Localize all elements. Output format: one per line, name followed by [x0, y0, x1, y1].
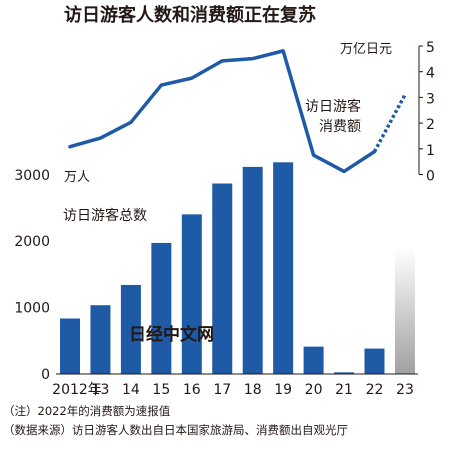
bar: [90, 305, 111, 374]
bar-estimate: [394, 247, 415, 374]
left-y-tick-label: 3000: [14, 168, 50, 184]
right-y-tick-label: 0: [426, 169, 435, 185]
chart-title: 访日游客人数和消费额正在复苏: [64, 4, 316, 26]
right-y-tick-label: 1: [426, 143, 435, 159]
note-line-2: （数据来源）访日游客人数出自日本国家旅游局、消费额出自观光厅: [3, 423, 348, 437]
x-tick-label: 16: [183, 382, 201, 398]
left-y-tick-label: 1000: [14, 301, 50, 317]
right-y-tick-label: 5: [426, 40, 435, 56]
left-y-tick-label: 0: [41, 367, 50, 383]
line-series-solid: [68, 49, 377, 174]
x-tick-label: 20: [305, 382, 323, 398]
line-series-preliminary: [372, 94, 407, 153]
line-unit-label: 万亿日元: [340, 42, 392, 57]
x-tick-label: 22: [366, 382, 384, 398]
right-y-tick-label: 2: [426, 117, 435, 133]
bar-unit-label: 万人: [64, 170, 90, 185]
x-tick-label: 13: [92, 382, 110, 398]
x-tick-label: 18: [244, 382, 262, 398]
bar: [273, 162, 294, 374]
bar-group: [60, 162, 415, 374]
bar: [60, 318, 80, 374]
bar: [151, 242, 172, 374]
bar: [120, 284, 141, 374]
right-y-tick-label: 4: [426, 66, 435, 82]
bar: [303, 346, 324, 374]
x-tick-label: 21: [335, 382, 353, 398]
x-tick-label: 14: [122, 382, 140, 398]
bar: [242, 166, 263, 374]
watermark-text: 日经中文网: [129, 324, 214, 345]
bar: [181, 214, 202, 374]
left-y-tick-label: 2000: [14, 234, 50, 250]
line-series-label-2: 消费额: [319, 119, 361, 135]
line-group: [68, 49, 407, 174]
x-tick-label: 17: [213, 382, 231, 398]
x-tick-label: 23: [396, 382, 414, 398]
x-tick-label: 19: [274, 382, 292, 398]
bar: [334, 372, 355, 374]
bar-series-label: 访日游客总数: [63, 207, 147, 224]
bar: [364, 348, 385, 374]
bar: [212, 183, 233, 374]
right-y-tick-label: 3: [426, 91, 435, 107]
x-tick-label: 2012年: [52, 382, 102, 398]
line-series-label-1: 访日游客: [305, 98, 361, 115]
x-tick-label: 15: [152, 382, 170, 398]
note-line-1: （注）2022年的消费额为速报值: [3, 404, 171, 418]
